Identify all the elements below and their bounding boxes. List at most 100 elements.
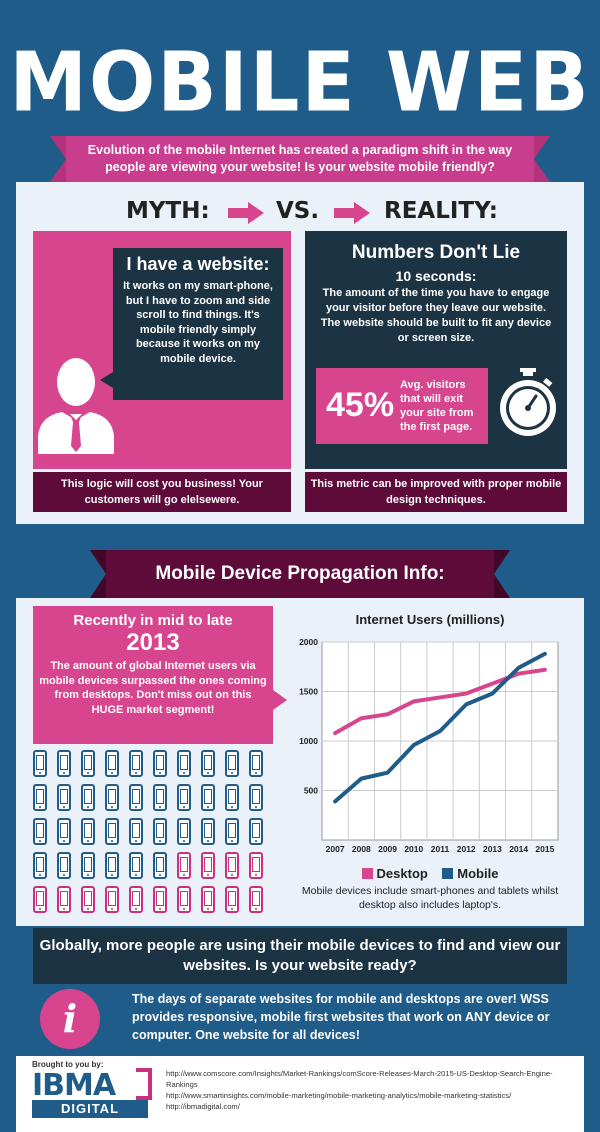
x-tick-label: 2007	[326, 844, 345, 854]
x-tick-label: 2012	[457, 844, 476, 854]
phone-icon	[153, 886, 167, 913]
phone-icon	[129, 818, 143, 845]
x-tick-label: 2014	[509, 844, 528, 854]
y-tick-label: 1500	[299, 687, 318, 697]
phone-icon	[81, 750, 95, 777]
phone-icon	[153, 852, 167, 879]
phone-icon	[105, 750, 119, 777]
banner-tail-left	[50, 136, 66, 182]
phone-icon	[57, 784, 71, 811]
phone-icon	[81, 852, 95, 879]
phone-icon	[249, 818, 263, 845]
recent-year: 2013	[126, 629, 180, 656]
series-line-mobile	[333, 651, 547, 804]
stat-text: Avg. visitors that will exit your site f…	[400, 379, 474, 433]
x-tick-label: 2013	[483, 844, 502, 854]
phone-icon	[105, 784, 119, 811]
global-banner: Globally, more people are using their mo…	[33, 928, 567, 984]
x-tick-label: 2009	[378, 844, 397, 854]
phone-icon	[153, 818, 167, 845]
footer	[16, 1056, 584, 1132]
phone-icon	[81, 784, 95, 811]
phone-icon	[129, 750, 143, 777]
phone-icon	[33, 784, 47, 811]
y-tick-label: 500	[304, 786, 318, 796]
phone-icon	[105, 886, 119, 913]
phone-icon	[177, 886, 191, 913]
phone-icon	[201, 886, 215, 913]
arrow-right-icon	[334, 202, 370, 224]
x-tick-label: 2011	[431, 844, 450, 854]
phone-icon	[225, 852, 239, 879]
myth-text: It works on my smart-phone, but I have t…	[123, 280, 273, 365]
bubble-pointer	[100, 372, 113, 388]
phone-icon	[33, 818, 47, 845]
logo-sub: DIGITAL	[32, 1100, 148, 1118]
phone-icon	[57, 886, 71, 913]
myth-heading: I have a website:	[126, 254, 270, 274]
reality-heading: Numbers Don't Lie	[351, 242, 521, 263]
banner-tail-right	[494, 550, 510, 598]
source-url[interactable]: http://www.comscore.com/Insights/Market-…	[166, 1069, 553, 1089]
businessman-icon	[38, 358, 114, 454]
info-text: The days of separate websites for mobile…	[132, 992, 550, 1042]
phone-icon	[105, 852, 119, 879]
phone-icon	[201, 784, 215, 811]
stopwatch-icon	[500, 368, 556, 436]
vs-label: VS.	[276, 198, 320, 224]
phone-icon	[105, 818, 119, 845]
phone-icon	[33, 750, 47, 777]
y-tick-label: 1000	[299, 736, 318, 746]
source-url[interactable]: http://ibmadigital.com/	[166, 1102, 240, 1111]
phone-icon	[33, 886, 47, 913]
phone-icon	[225, 750, 239, 777]
phone-icon	[201, 750, 215, 777]
internet-users-chart: 500 1000 1500 2000 2007 2008 2009 2010 2011 2012 2…	[299, 637, 559, 854]
source-urls: http://www.comscore.com/Insights/Market-…	[166, 1068, 578, 1112]
phone-icon	[249, 750, 263, 777]
x-tick-label: 2010	[404, 844, 423, 854]
propagation-banner: Mobile Device Propagation Info:	[106, 550, 494, 598]
x-tick-label: 2015	[535, 844, 554, 854]
recent-line: Recently in mid to late	[73, 612, 233, 629]
intro-banner: Evolution of the mobile Internet has cre…	[66, 136, 534, 182]
phone-icon	[225, 784, 239, 811]
logo-mark	[136, 1068, 152, 1100]
legend-mobile: Mobile	[457, 866, 499, 881]
myth-bubble: I have a website: It works on my smart-p…	[113, 248, 283, 400]
source-url[interactable]: http://www.smartinsights.com/mobile-mark…	[166, 1091, 512, 1100]
legend-swatch-mobile	[442, 868, 454, 879]
phone-icon	[249, 784, 263, 811]
recent-text: The amount of global Internet users via …	[39, 660, 267, 716]
phone-icon	[225, 818, 239, 845]
phone-icon	[225, 886, 239, 913]
phone-icon	[57, 852, 71, 879]
stat-box: 45% Avg. visitors that will exit your si…	[316, 368, 488, 444]
phone-icon	[129, 852, 143, 879]
phone-icon	[153, 750, 167, 777]
recent-box: Recently in mid to late 2013 The amount …	[33, 606, 273, 744]
reality-text: The amount of the time you have to engag…	[320, 287, 552, 344]
chart-legend: Desktop Mobile	[290, 866, 570, 881]
phone-icon	[249, 886, 263, 913]
x-tick-label: 2008	[352, 844, 371, 854]
chart-title: Internet Users (millions)	[355, 612, 505, 627]
phone-icon	[33, 852, 47, 879]
page-title: MOBILE WEB	[9, 35, 591, 131]
phone-icon	[57, 750, 71, 777]
phone-icon	[129, 886, 143, 913]
banner-tail-right	[534, 136, 550, 182]
phone-icon	[177, 852, 191, 879]
phone-icon	[201, 852, 215, 879]
reality-label: REALITY:	[384, 198, 498, 224]
myth-label: MYTH:	[126, 198, 210, 224]
arrow-right-icon	[228, 202, 264, 224]
reality-footer: This metric can be improved with proper …	[305, 472, 567, 512]
phone-icon	[129, 784, 143, 811]
phone-icon	[177, 784, 191, 811]
banner-tail-left	[90, 550, 106, 598]
phone-icon	[81, 818, 95, 845]
legend-swatch-desktop	[361, 868, 373, 879]
y-tick-label: 2000	[299, 637, 318, 647]
reality-subheading: 10 seconds:	[395, 268, 477, 284]
